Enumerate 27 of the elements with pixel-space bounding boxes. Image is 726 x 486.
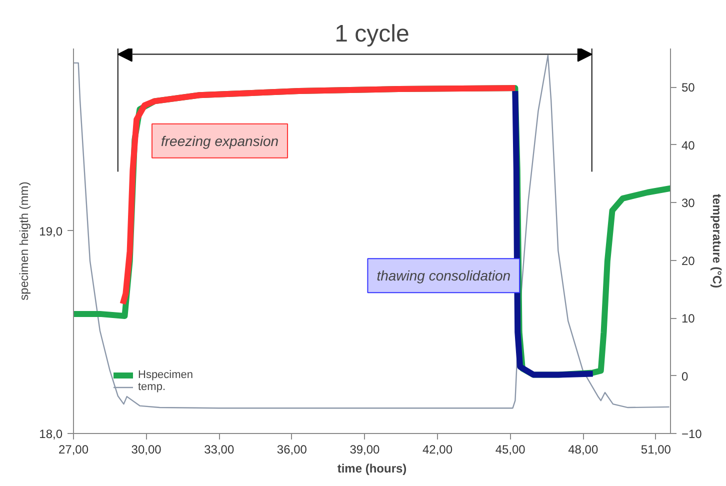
y-axis-title: specimen heigth (mm) <box>17 182 32 300</box>
y2-tick-label: 50 <box>682 80 696 95</box>
y2-tick-label: −10 <box>682 427 702 441</box>
y2-tick-label: 20 <box>682 254 696 268</box>
y2-tick-label: 10 <box>682 312 696 326</box>
x-tick-label: 51,00 <box>640 442 672 456</box>
y2-tick-label: 0 <box>682 369 688 384</box>
y2-tick-label: 30 <box>682 196 696 210</box>
legend-label: Hspecimen <box>138 369 194 381</box>
x-tick-label: 45,00 <box>495 442 526 456</box>
x-tick-label: 42,00 <box>422 442 453 456</box>
annotation: thawing consolidation <box>376 268 511 284</box>
x-tick-label: 33,00 <box>204 442 234 456</box>
annotation: freezing expansion <box>161 132 279 149</box>
x-tick-label: 36,00 <box>276 442 308 456</box>
x-tick-label: 27,00 <box>58 442 89 456</box>
y2-tick-label: 40 <box>682 138 696 152</box>
line-series <box>74 54 670 409</box>
x-tick-label: 48,00 <box>568 442 598 456</box>
y-tick-label: 19,0 <box>39 224 63 238</box>
legend-label: temp. <box>138 381 166 393</box>
y2-axis-title: temperature (°C) <box>710 194 724 288</box>
y-tick-label: 18,0 <box>39 427 63 441</box>
text: 1 cycle <box>334 20 410 48</box>
x-axis-title: time (hours) <box>337 462 407 476</box>
x-tick-label: 39,00 <box>350 442 380 456</box>
x-tick-label: 30,00 <box>131 442 162 456</box>
